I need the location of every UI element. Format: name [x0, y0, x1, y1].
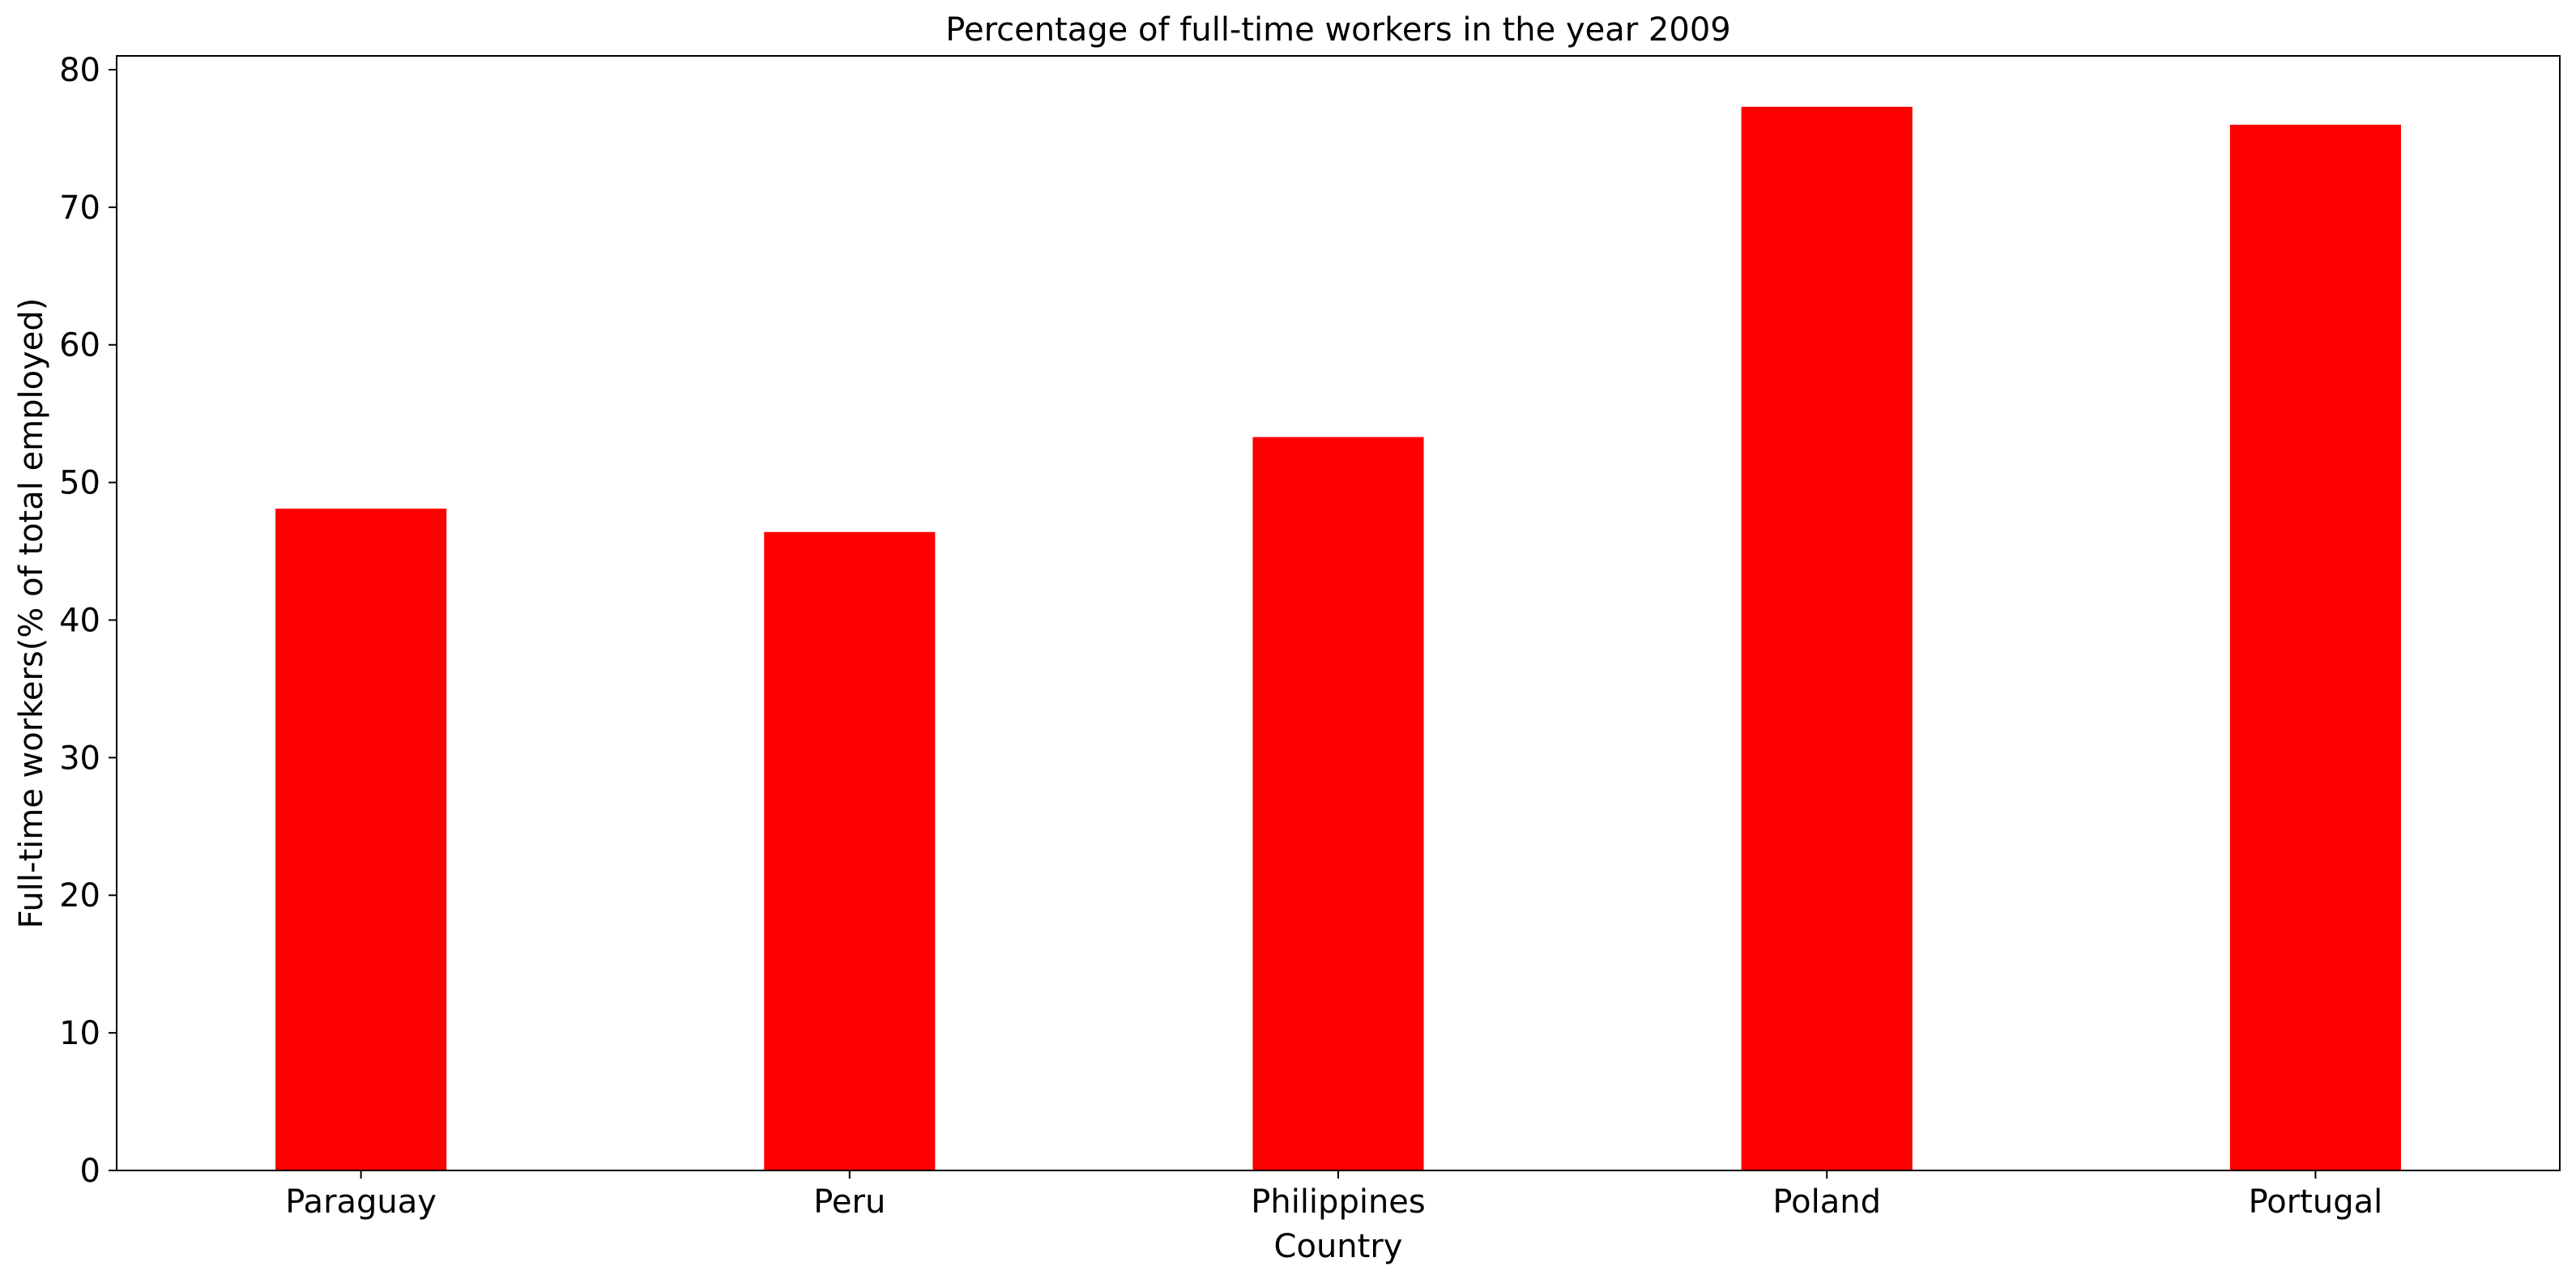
bar-philippines	[1252, 437, 1424, 1170]
y-tick-label: 70	[59, 190, 100, 227]
x-axis: Paraguay Peru Philippines Poland Portugal	[285, 1170, 2382, 1221]
x-tick-label: Poland	[1772, 1183, 1881, 1221]
y-tick-label: 0	[80, 1153, 100, 1190]
bar-portugal	[2229, 124, 2401, 1171]
y-axis-label: Full-time workers(% of total employed)	[13, 298, 50, 929]
bar-peru	[764, 531, 936, 1170]
y-tick-label: 80	[59, 52, 100, 89]
y-tick-label: 10	[59, 1015, 100, 1052]
bars-group	[275, 106, 2401, 1171]
y-axis: 0 10 20 30 40 50 60 70 80	[59, 52, 117, 1190]
bar-poland	[1741, 106, 1913, 1170]
y-tick-label: 20	[59, 877, 100, 914]
x-axis-label: Country	[1274, 1228, 1403, 1265]
plot-frame	[116, 55, 2561, 1171]
bar-paraguay	[275, 508, 447, 1170]
y-tick-label: 60	[59, 327, 100, 365]
x-tick-label: Portugal	[2249, 1183, 2383, 1221]
x-tick-label: Peru	[813, 1183, 885, 1221]
y-tick-label: 50	[59, 465, 100, 502]
x-tick-label: Paraguay	[285, 1183, 437, 1221]
y-tick-label: 40	[59, 602, 100, 639]
x-tick-label: Philippines	[1251, 1183, 1426, 1221]
chart-title: Percentage of full-time workers in the y…	[945, 11, 1730, 49]
y-tick-label: 30	[59, 740, 100, 777]
